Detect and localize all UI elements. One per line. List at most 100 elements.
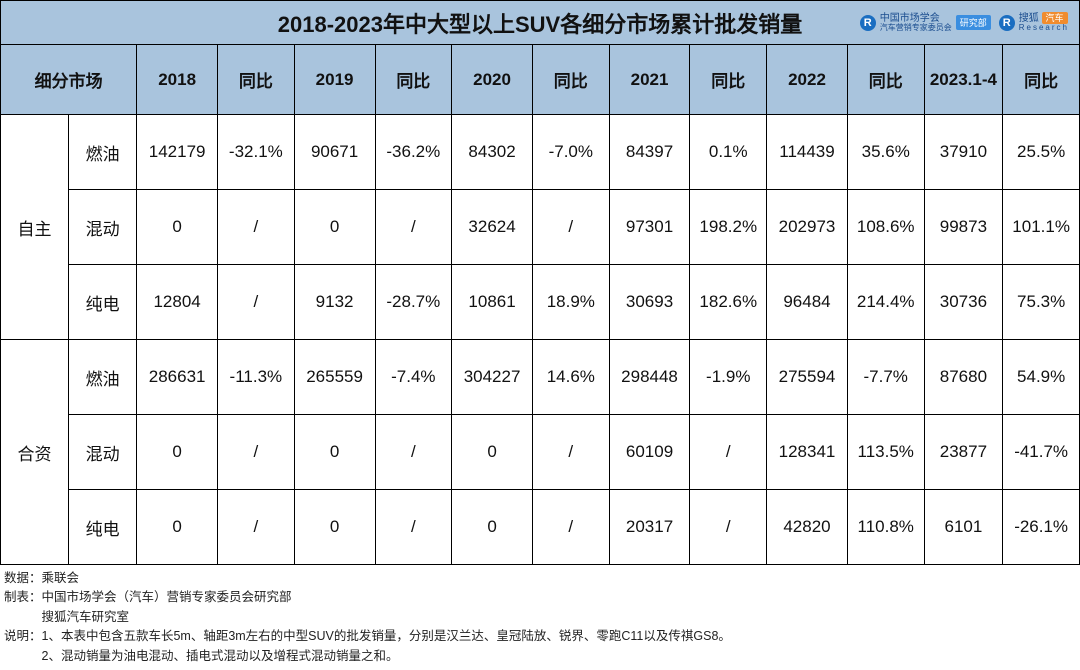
cell-yoy2020: -7.0% [532, 115, 609, 190]
cell-yoy2023: 101.1% [1003, 190, 1080, 265]
table-row: 合资燃油286631-11.3%265559-7.4%30422714.6%29… [1, 340, 1080, 415]
cell-yoy2018: -11.3% [218, 340, 295, 415]
cell-v2018: 0 [137, 415, 218, 490]
cell-v2021: 30693 [609, 265, 690, 340]
page-title: 2018-2023年中大型以上SUV各细分市场累计批发销量 [278, 7, 802, 39]
cell-yoy2021: 198.2% [690, 190, 767, 265]
data-table: 细分市场 2018 同比 2019 同比 2020 同比 2021 同比 202… [0, 44, 1080, 565]
segment-subtype: 混动 [69, 415, 137, 490]
cell-v2023: 87680 [924, 340, 1003, 415]
cell-v2023: 30736 [924, 265, 1003, 340]
report-container: 2018-2023年中大型以上SUV各细分市场累计批发销量 R 中国市场学会 汽… [0, 0, 1080, 670]
cell-yoy2018: / [218, 415, 295, 490]
cell-yoy2022: 108.6% [847, 190, 924, 265]
col-2019: 2019 [294, 45, 375, 115]
cell-v2022: 128341 [767, 415, 848, 490]
col-yoy2021: 同比 [690, 45, 767, 115]
footer-line-5: 2、混动销量为油电混动、插电式混动以及增程式混动销量之和。 [4, 647, 1078, 666]
cell-v2019: 9132 [294, 265, 375, 340]
cell-v2021: 97301 [609, 190, 690, 265]
col-yoy2019: 同比 [375, 45, 452, 115]
col-yoy2018: 同比 [218, 45, 295, 115]
logo-area: R 中国市场学会 汽车营销专家委员会 研究部 R 搜狐 汽车 Research [860, 14, 1069, 32]
footer-notes: 数据：乘联会 制表：中国市场学会（汽车）营销专家委员会研究部 搜狐汽车研究室 说… [0, 565, 1080, 670]
cell-v2018: 12804 [137, 265, 218, 340]
segment-subtype: 燃油 [69, 115, 137, 190]
col-segment: 细分市场 [1, 45, 137, 115]
cell-v2021: 60109 [609, 415, 690, 490]
cell-v2020: 0 [452, 415, 533, 490]
cell-v2022: 96484 [767, 265, 848, 340]
cell-v2019: 265559 [294, 340, 375, 415]
cell-v2020: 84302 [452, 115, 533, 190]
cell-yoy2022: 110.8% [847, 490, 924, 565]
table-row: 纯电12804/9132-28.7%1086118.9%30693182.6%9… [1, 265, 1080, 340]
logo-sohu-sub: Research [1019, 24, 1069, 32]
cell-yoy2019: / [375, 490, 452, 565]
cell-v2018: 286631 [137, 340, 218, 415]
footer-line-3: 搜狐汽车研究室 [4, 608, 1078, 627]
cell-yoy2020: / [532, 415, 609, 490]
col-2020: 2020 [452, 45, 533, 115]
cell-v2023: 99873 [924, 190, 1003, 265]
cell-v2022: 275594 [767, 340, 848, 415]
cell-yoy2022: 214.4% [847, 265, 924, 340]
header-row: 细分市场 2018 同比 2019 同比 2020 同比 2021 同比 202… [1, 45, 1080, 115]
cell-v2019: 0 [294, 415, 375, 490]
col-2023: 2023.1-4 [924, 45, 1003, 115]
logo-cmra-badge: 研究部 [956, 15, 991, 30]
table-row: 自主燃油142179-32.1%90671-36.2%84302-7.0%843… [1, 115, 1080, 190]
cell-v2023: 37910 [924, 115, 1003, 190]
cell-yoy2018: / [218, 190, 295, 265]
cell-yoy2019: / [375, 190, 452, 265]
cell-v2019: 90671 [294, 115, 375, 190]
col-yoy2023: 同比 [1003, 45, 1080, 115]
cell-yoy2018: / [218, 265, 295, 340]
cell-v2020: 10861 [452, 265, 533, 340]
cell-v2018: 0 [137, 190, 218, 265]
cell-yoy2020: 18.9% [532, 265, 609, 340]
cell-yoy2023: -41.7% [1003, 415, 1080, 490]
cell-yoy2021: 182.6% [690, 265, 767, 340]
cell-yoy2020: / [532, 190, 609, 265]
segment-subtype: 燃油 [69, 340, 137, 415]
cell-v2021: 20317 [609, 490, 690, 565]
cell-yoy2022: 113.5% [847, 415, 924, 490]
cell-yoy2023: 54.9% [1003, 340, 1080, 415]
cell-yoy2020: / [532, 490, 609, 565]
col-yoy2022: 同比 [847, 45, 924, 115]
footer-line-2: 制表：中国市场学会（汽车）营销专家委员会研究部 [4, 588, 1078, 607]
cell-v2019: 0 [294, 190, 375, 265]
cell-yoy2023: 75.3% [1003, 265, 1080, 340]
footer-line-4: 说明：1、本表中包含五款车长5m、轴距3m左右的中型SUV的批发销量，分别是汉兰… [4, 627, 1078, 646]
cell-v2021: 84397 [609, 115, 690, 190]
cell-v2022: 114439 [767, 115, 848, 190]
cell-v2021: 298448 [609, 340, 690, 415]
table-body: 自主燃油142179-32.1%90671-36.2%84302-7.0%843… [1, 115, 1080, 565]
segment-subtype: 纯电 [69, 490, 137, 565]
cell-yoy2019: -36.2% [375, 115, 452, 190]
segment-subtype: 纯电 [69, 265, 137, 340]
cell-yoy2019: -7.4% [375, 340, 452, 415]
logo-cmra-sub: 汽车营销专家委员会 [880, 24, 952, 32]
logo-cmra-icon: R [860, 15, 876, 31]
segment-category: 合资 [1, 340, 69, 565]
footer-line-1: 数据：乘联会 [4, 569, 1078, 588]
cell-yoy2022: 35.6% [847, 115, 924, 190]
table-row: 混动0/0/0/60109/128341113.5%23877-41.7% [1, 415, 1080, 490]
cell-yoy2021: 0.1% [690, 115, 767, 190]
table-row: 混动0/0/32624/97301198.2%202973108.6%99873… [1, 190, 1080, 265]
col-2018: 2018 [137, 45, 218, 115]
title-bar: 2018-2023年中大型以上SUV各细分市场累计批发销量 R 中国市场学会 汽… [0, 0, 1080, 44]
segment-subtype: 混动 [69, 190, 137, 265]
cell-v2020: 0 [452, 490, 533, 565]
cell-yoy2023: -26.1% [1003, 490, 1080, 565]
cell-yoy2022: -7.7% [847, 340, 924, 415]
logo-cmra: R 中国市场学会 汽车营销专家委员会 研究部 [860, 14, 991, 32]
cell-yoy2018: / [218, 490, 295, 565]
cell-v2023: 23877 [924, 415, 1003, 490]
cell-v2022: 202973 [767, 190, 848, 265]
cell-v2023: 6101 [924, 490, 1003, 565]
col-2022: 2022 [767, 45, 848, 115]
cell-yoy2019: -28.7% [375, 265, 452, 340]
